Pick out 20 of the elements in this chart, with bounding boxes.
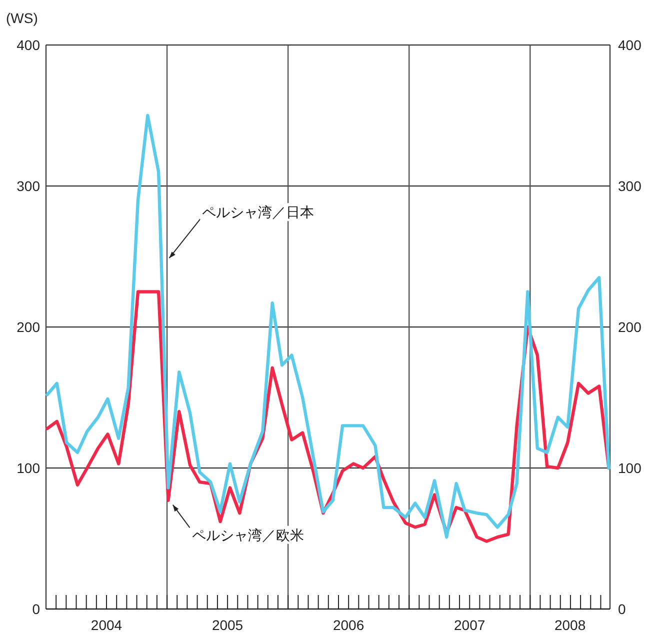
x-tick-label: 2006: [332, 617, 364, 633]
y-tick-label: 300: [16, 178, 40, 194]
y-tick-label: 0: [32, 601, 40, 617]
y-tick-label: 200: [16, 319, 40, 335]
y-axis-title: (WS): [6, 10, 38, 26]
annotation: ペルシャ湾／欧米: [192, 526, 304, 543]
x-tick-label: 2008: [554, 617, 586, 633]
y-tick-label: 100: [16, 460, 40, 476]
y2-tick-label: 0: [618, 601, 626, 617]
y2-tick-label: 200: [618, 319, 642, 335]
x-tick-label: 2004: [90, 617, 122, 633]
y2-tick-label: 300: [618, 178, 642, 194]
x-tick-label: 2005: [212, 617, 244, 633]
annotation: ペルシャ湾／日本: [168, 203, 316, 259]
x-tick-label: 2007: [454, 617, 486, 633]
y2-tick-label: 100: [618, 460, 642, 476]
annotation: ペルシャ湾／欧米: [172, 504, 306, 544]
annotation: ペルシャ湾／日本: [202, 204, 314, 220]
y2-tick-label: 400: [618, 37, 642, 53]
y-tick-label: 400: [16, 37, 40, 53]
